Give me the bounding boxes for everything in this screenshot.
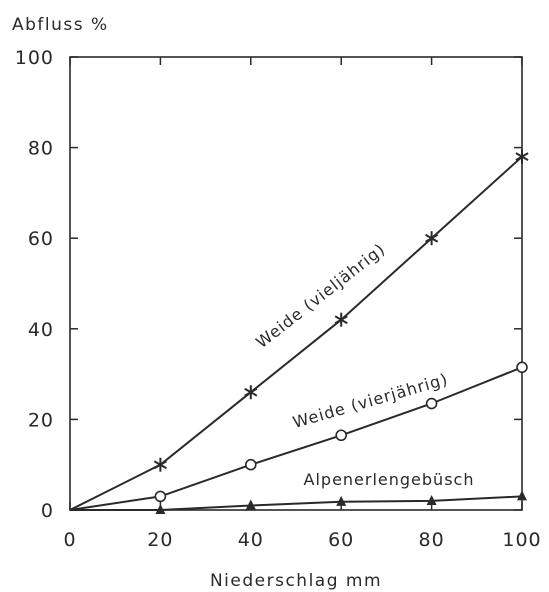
y-axis-ticks: 0 20 40 60 80 100	[15, 47, 522, 522]
y-tick-label: 0	[41, 500, 54, 522]
y-tick-label: 20	[28, 409, 54, 431]
point-triangle	[245, 499, 256, 510]
x-tick-label: 100	[502, 529, 541, 551]
x-axis-title: Niederschlag mm	[210, 571, 382, 591]
series-line-circle	[69, 366, 523, 511]
x-tick-label: 20	[147, 529, 173, 551]
point-circle	[516, 361, 528, 374]
series-label-alpenerlengebuesch: Alpenerlengebüsch	[304, 470, 475, 489]
point-triangle	[155, 504, 166, 514]
point-asterisk	[153, 457, 167, 472]
point-triangle	[336, 495, 347, 506]
point-circle	[335, 429, 348, 442]
x-tick-label: 80	[419, 529, 445, 551]
point-asterisk	[334, 312, 348, 327]
series-line-triangle	[70, 495, 523, 511]
series-markers	[153, 149, 529, 514]
y-axis-title: Abfluss %	[12, 15, 109, 35]
series-lines	[69, 155, 523, 511]
x-tick-label: 0	[63, 529, 76, 551]
x-tick-label: 60	[328, 529, 354, 551]
point-circle	[245, 458, 257, 471]
point-triangle	[517, 490, 527, 501]
point-circle	[425, 397, 438, 410]
point-circle	[154, 490, 167, 503]
x-axis-ticks: 0 20 40 60 80 100	[63, 57, 541, 551]
series-line-asterisk	[69, 155, 523, 511]
series-label-weide-vierjaehrig: Weide (vierjährig)	[291, 369, 451, 432]
point-asterisk	[244, 385, 258, 400]
plot-frame	[69, 56, 523, 511]
y-tick-label: 40	[28, 319, 54, 341]
point-triangle	[426, 494, 437, 505]
x-tick-label: 40	[238, 529, 264, 551]
point-asterisk	[425, 231, 439, 246]
y-tick-label: 80	[28, 138, 54, 160]
point-asterisk	[515, 149, 529, 164]
y-tick-label: 60	[28, 228, 54, 250]
y-tick-label: 100	[15, 47, 54, 69]
